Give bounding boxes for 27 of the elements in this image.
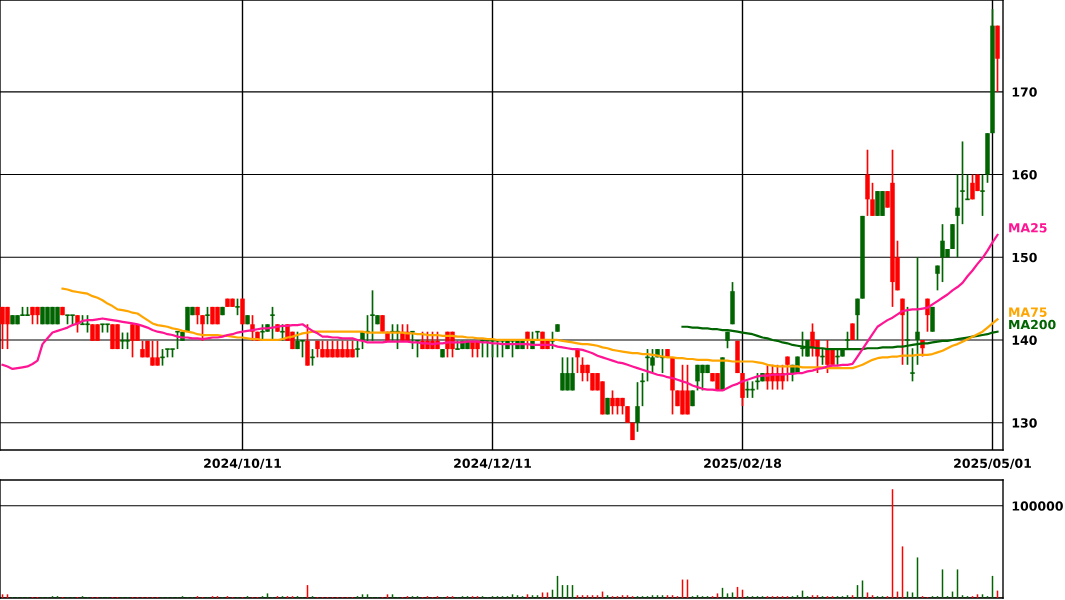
- y-tick-label: 150: [1012, 252, 1037, 263]
- x-tick-label: 2025/02/18: [704, 458, 782, 469]
- line-series: [1, 233, 999, 392]
- y-tick-label: 160: [1012, 170, 1037, 180]
- candlestick: [959, 140, 966, 226]
- candlestick: [269, 306, 276, 342]
- x-tick-label: 2024/10/11: [204, 458, 281, 469]
- candlestick: [635, 381, 640, 433]
- candlestick: [909, 347, 916, 383]
- y-tick-label: 130: [1012, 418, 1037, 428]
- candlestick: [200, 314, 205, 342]
- candlestick: [855, 297, 860, 341]
- candlestick: [979, 173, 986, 217]
- x-tick-label: 2025/05/01: [954, 458, 1031, 469]
- candlestick: [870, 181, 875, 217]
- series-label: MA25: [1009, 223, 1047, 233]
- y-tick-label: 100000: [1012, 501, 1063, 511]
- x-tick-label: 2024/12/11: [454, 458, 531, 469]
- candlestick: [955, 173, 960, 259]
- candlestick: [369, 289, 376, 342]
- y-tick-label: 170: [1012, 87, 1037, 97]
- candlestick: [900, 297, 905, 366]
- candlestick: [785, 355, 790, 383]
- y-tick-label: 140: [1012, 335, 1037, 345]
- series-label: MA75: [1009, 307, 1047, 317]
- candlestick: [935, 264, 940, 292]
- series-label: MA200: [1009, 319, 1056, 330]
